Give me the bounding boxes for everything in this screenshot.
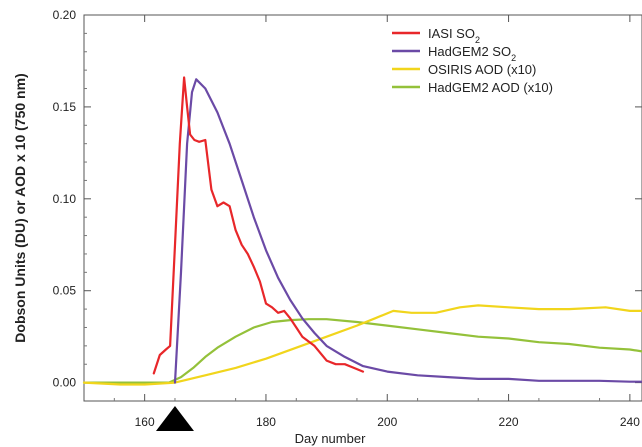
y-tick-label: 0.15 (53, 100, 77, 114)
y-axis-title: Dobson Units (DU) or AOD x 10 (750 nm) (12, 73, 28, 342)
legend-label: HadGEM2 SO2 (428, 44, 516, 63)
series-line-3 (82, 318, 642, 384)
x-tick-label: 180 (256, 415, 276, 429)
x-axis-title: Day number (295, 431, 366, 446)
series-line-2 (82, 304, 642, 386)
x-tick-label: 160 (135, 415, 155, 429)
triangle-marker (155, 406, 194, 431)
legend-label: IASI SO2 (428, 26, 480, 45)
legend-label: HadGEM2 AOD (x10) (428, 80, 553, 95)
plot-series (82, 76, 642, 386)
x-tick-label: 240 (620, 415, 640, 429)
legend-label: OSIRIS AOD (x10) (428, 62, 536, 77)
plot-frame (83, 14, 642, 402)
y-tick-label: 0.05 (53, 284, 77, 298)
series-line-0 (152, 76, 365, 375)
y-tick-label: 0.10 (53, 192, 77, 206)
y-axis: 0.00 0.05 0.10 0.15 0.20 (53, 8, 642, 390)
x-tick-label: 220 (499, 415, 519, 429)
y-tick-label: 0.00 (53, 376, 77, 390)
x-tick-label: 200 (377, 415, 397, 429)
y-tick-label: 0.20 (53, 8, 77, 22)
event-marker (155, 406, 194, 431)
series-line-1 (173, 78, 642, 384)
x-axis: 160 180 200 220 240 (113, 15, 640, 429)
